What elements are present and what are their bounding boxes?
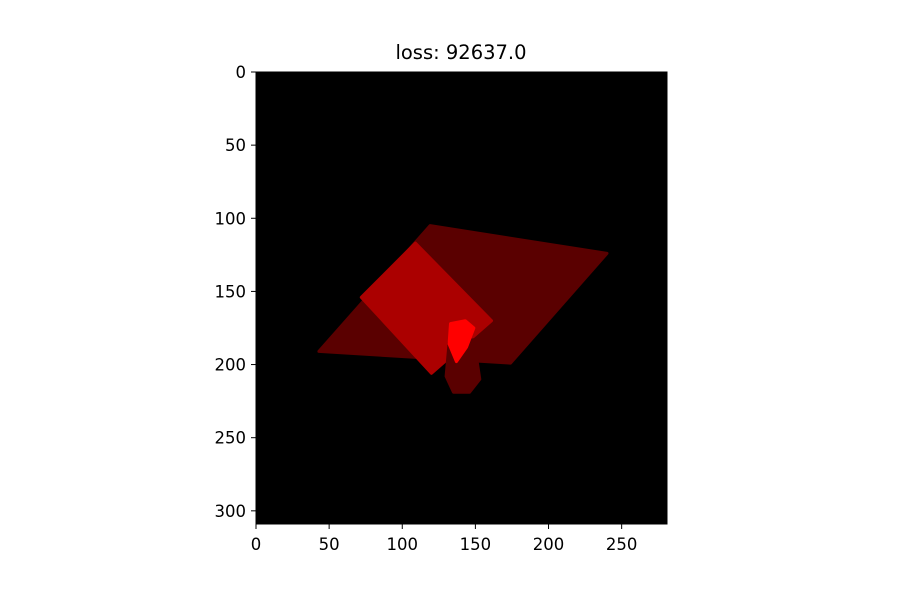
- shape-3: [447, 319, 476, 364]
- x-tick-label: 150: [460, 535, 492, 554]
- y-tick-label: 50: [225, 136, 246, 155]
- y-tick-label: 250: [215, 429, 247, 448]
- x-tick-label: 250: [606, 535, 638, 554]
- y-tick-label: 150: [215, 282, 247, 301]
- chart-title: loss: 92637.0: [395, 41, 526, 64]
- x-tick-label: 100: [387, 535, 419, 554]
- x-tick-label: 200: [533, 535, 565, 554]
- image-shapes: [317, 224, 609, 394]
- x-axis: 0 50 100 150 200 250: [251, 524, 638, 554]
- y-axis: 0 50 100 150 200 250 300: [215, 63, 256, 521]
- y-tick-label: 200: [215, 356, 247, 375]
- x-tick-label: 50: [319, 535, 340, 554]
- y-tick-label: 100: [215, 209, 247, 228]
- y-tick-label: 300: [215, 502, 247, 521]
- axes-frame: [255, 71, 668, 525]
- x-tick-label: 0: [251, 535, 262, 554]
- y-tick-label: 0: [236, 63, 247, 82]
